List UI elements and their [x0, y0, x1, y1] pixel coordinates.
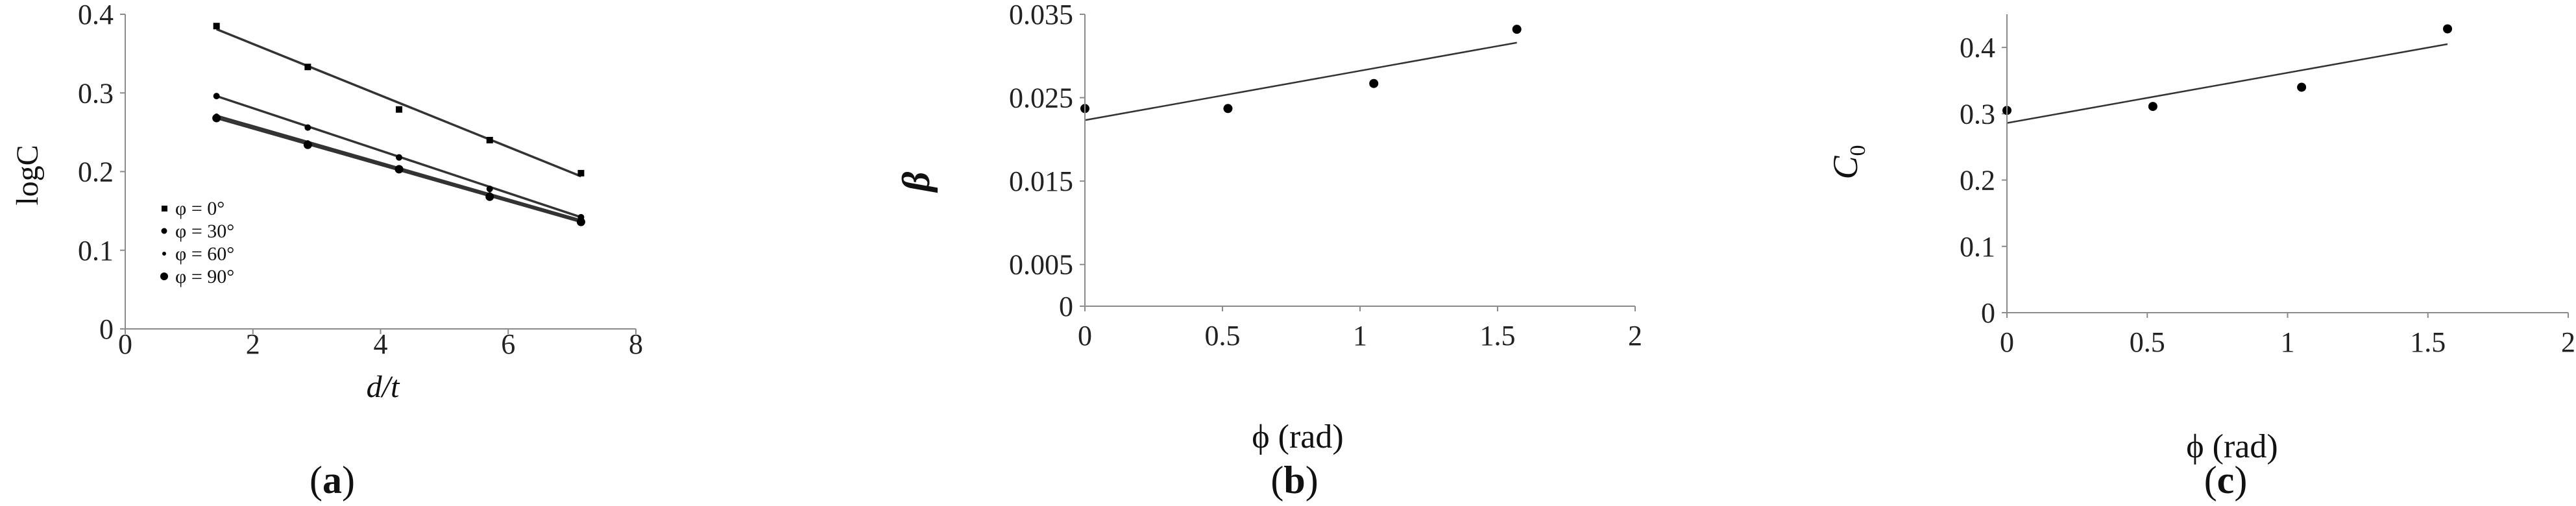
- legend-marker-2: [162, 252, 166, 256]
- legend-marker-3: [160, 272, 168, 280]
- y-tick-label: 0: [1059, 291, 1073, 322]
- y-tick-label: 0.2: [1960, 165, 1995, 197]
- legend-marker-0: [162, 206, 167, 211]
- legend-label-2: φ = 60°: [175, 243, 234, 265]
- data-point: [304, 64, 311, 71]
- data-point: [213, 23, 220, 30]
- x-tick-label: 2: [1628, 320, 1642, 352]
- data-point: [303, 140, 312, 149]
- data-point: [396, 106, 403, 113]
- x-tick-label: 0.5: [2130, 326, 2165, 358]
- data-point: [396, 154, 403, 161]
- y-tick-label: 0: [99, 313, 114, 345]
- y-tick-label: 0.4: [1960, 32, 1995, 64]
- x-tick-label: 1.5: [1480, 320, 1516, 352]
- chart-a: 0 2 4 6 8 0 0.1 0.2 0.3 0.4 φ = 0° φ = 30° φ = 60…: [10, 0, 643, 501]
- chart-c-x-title: ϕ (rad): [2186, 428, 2278, 465]
- x-tick-label: 6: [501, 328, 515, 360]
- fit-line-0: [1084, 42, 1517, 121]
- y-tick-label: 0.1: [78, 235, 114, 267]
- data-point: [1512, 25, 1522, 34]
- y-tick-label: 0.2: [78, 156, 114, 188]
- y-tick-label: 0.3: [78, 77, 114, 109]
- chart-b-fit-lines: [1084, 42, 1517, 121]
- x-tick-label: 0: [1078, 320, 1092, 352]
- data-point: [395, 165, 404, 174]
- chart-a-legend: φ = 0° φ = 30° φ = 60° φ = 90°: [160, 198, 234, 287]
- panel-label-b: (b): [1270, 459, 1318, 501]
- data-point: [212, 114, 221, 123]
- legend-label-1: φ = 30°: [175, 221, 234, 242]
- chart-a-x-title: d/t: [367, 370, 400, 404]
- data-point: [2443, 24, 2453, 34]
- chart-a-fit-lines: [216, 28, 582, 223]
- data-point: [213, 93, 220, 100]
- fit-line-0: [2006, 43, 2448, 124]
- x-tick-label: 2: [246, 328, 260, 360]
- y-tick-label: 0: [1981, 297, 1995, 329]
- chart-a-points: [212, 23, 585, 226]
- x-tick-label: 1: [1353, 320, 1367, 352]
- x-tick-label: 4: [374, 328, 388, 360]
- chart-b-points: [1080, 25, 1522, 114]
- legend-label-0: φ = 0°: [175, 198, 225, 219]
- chart-c-ticks: 0 0.5 1 1.5 2 0 0.1 0.2 0.3 0.4: [1960, 32, 2575, 358]
- x-tick-label: 1: [2281, 326, 2295, 358]
- x-tick-label: 1.5: [2410, 326, 2446, 358]
- chart-a-ticks: 0 2 4 6 8 0 0.1 0.2 0.3 0.4: [78, 0, 643, 360]
- y-tick-label: 0.035: [1009, 0, 1073, 30]
- y-tick-label: 0.4: [78, 0, 114, 30]
- x-tick-label: 0: [2000, 326, 2014, 358]
- chart-c-y-title: C0: [1826, 145, 1870, 179]
- legend-marker-1: [161, 228, 167, 234]
- y-tick-label: 0.025: [1009, 82, 1073, 114]
- chart-c-points: [2002, 24, 2453, 115]
- data-point: [486, 137, 493, 143]
- chart-b-x-title: ϕ (rad): [1252, 418, 1343, 455]
- chart-c-fit-lines: [2006, 43, 2448, 124]
- y-tick-label: 0.005: [1009, 249, 1073, 281]
- panel-label-a: (a): [310, 459, 355, 501]
- x-tick-label: 0: [118, 328, 132, 360]
- data-point: [485, 192, 494, 201]
- data-point: [1223, 104, 1233, 114]
- x-tick-label: 2: [2561, 326, 2575, 358]
- data-point: [2148, 102, 2157, 112]
- data-point: [486, 186, 493, 193]
- data-point: [2297, 82, 2307, 92]
- chart-b-y-title: β: [895, 171, 938, 193]
- chart-b-ticks: 0 0.5 1 1.5 2 0 0.005 0.015 0.025 0.035: [1009, 0, 1642, 352]
- data-point: [304, 124, 311, 131]
- chart-c: 0 0.5 1 1.5 2 0 0.1 0.2 0.3 0.4 C0 ϕ (rad) (c): [1826, 14, 2575, 501]
- fit-line-0: [216, 28, 582, 178]
- panel-label-c: (c): [2204, 459, 2248, 501]
- data-point: [576, 217, 585, 226]
- data-point: [1369, 78, 1379, 88]
- x-tick-label: 0.5: [1205, 320, 1241, 352]
- y-tick-label: 0.1: [1960, 231, 1995, 263]
- y-tick-label: 0.015: [1009, 165, 1073, 197]
- chart-a-y-title: logC: [10, 145, 45, 205]
- data-point: [577, 169, 585, 176]
- y-tick-label: 0.3: [1960, 98, 1995, 130]
- chart-b: 0 0.5 1 1.5 2 0 0.005 0.015 0.025 0.035 β ϕ (rad)…: [895, 0, 1642, 501]
- legend-label-3: φ = 90°: [175, 266, 234, 287]
- x-tick-label: 8: [629, 328, 643, 360]
